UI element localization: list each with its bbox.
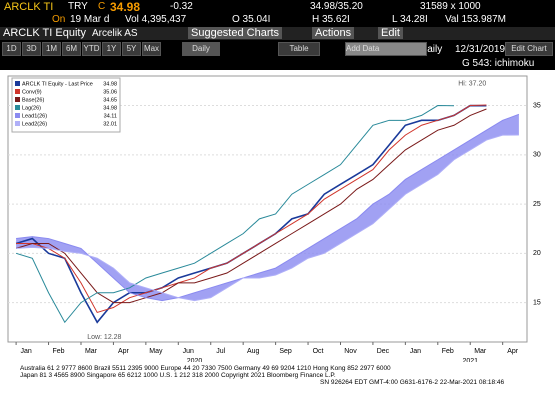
legend-swatch: [15, 105, 20, 110]
x-tick-label: Mar: [85, 348, 98, 355]
range-button[interactable]: 1M: [42, 42, 61, 56]
footer-line: Japan 81 3 4565 8900 Singapore 65 6212 1…: [20, 372, 336, 379]
on: On: [52, 14, 66, 25]
legend-swatch: [15, 121, 20, 126]
price: 34.98: [110, 0, 141, 14]
range-button[interactable]: 1D: [2, 42, 21, 56]
x-tick-label: Mar: [474, 348, 487, 355]
actions[interactable]: Actions: [312, 27, 355, 39]
legend-label: Conv(9): [22, 89, 42, 95]
volume: Vol 4,395,437: [125, 14, 187, 25]
suggested-charts[interactable]: Suggested Charts: [188, 27, 283, 39]
range-button[interactable]: 1Y: [102, 42, 121, 56]
legend-label: Lead1(26): [22, 113, 47, 119]
value: Val 153.987M: [445, 14, 506, 25]
series-line: [16, 113, 520, 302]
y-tick-label: 30: [533, 152, 541, 159]
legend-value: 34.11: [104, 113, 117, 119]
legend-label: Lead2(26): [22, 121, 47, 127]
x-tick-label: Jan: [410, 348, 421, 355]
bid-ask: 34.98/35.20: [310, 1, 363, 12]
x-tick-label: Jan: [20, 348, 31, 355]
y-tick-label: 20: [533, 250, 541, 257]
range-button[interactable]: YTD: [82, 42, 101, 56]
legend-swatch: [15, 97, 20, 102]
low: L 34.28I: [392, 14, 428, 25]
currency: TRY: [68, 1, 88, 12]
footer: Australia 61 2 9777 8600 Brazil 5511 239…: [20, 365, 504, 386]
x-tick-label: Oct: [313, 348, 324, 355]
range-button[interactable]: 5Y: [122, 42, 141, 56]
date-range: 12/31/2019-3/22/2021: [455, 44, 553, 55]
year-label: 2021: [462, 358, 478, 365]
legend: [11, 77, 121, 133]
x-tick-label: Jun: [183, 348, 194, 355]
open: O 35.04I: [232, 14, 271, 25]
x-tick-label: Dec: [377, 348, 390, 355]
legend-value: 35.06: [103, 89, 117, 95]
change: -0.32: [170, 1, 193, 12]
series-line: [16, 104, 487, 314]
footer-line: SN 926264 EDT GMT-4:00 G631-6176-2 22-Ma…: [320, 379, 505, 386]
security[interactable]: ARCLK TI Equity: [3, 27, 86, 39]
size: 31589 x 1000: [420, 1, 481, 12]
x-tick-label: Apr: [118, 348, 130, 355]
legend-value: 34.98: [103, 105, 117, 111]
security-name: Arcelik AS: [92, 28, 138, 39]
annotation: Hi: 37.20: [458, 81, 486, 88]
x-tick-label: May: [149, 348, 163, 355]
edit[interactable]: Edit: [378, 27, 403, 39]
x-tick-label: Feb: [442, 348, 454, 355]
range-button[interactable]: 3D: [22, 42, 41, 56]
daily-button[interactable]: Daily: [182, 42, 220, 56]
legend-value: 34.98: [103, 81, 117, 87]
legend-label: Lag(26): [22, 105, 41, 111]
table-button[interactable]: Table: [278, 42, 320, 56]
legend-swatch: [15, 89, 20, 94]
y-tick-label: 35: [533, 102, 541, 109]
annotation: Low: 12.28: [87, 334, 121, 341]
date: 19 Mar d: [70, 14, 110, 25]
range-button[interactable]: 6M: [62, 42, 81, 56]
chart: 15 20 25 30 35 Jan Feb Mar Apr May Jun Jul Aug Sep Oct…: [0, 70, 555, 370]
ticker: ARCLK TI: [4, 1, 54, 13]
x-tick-label: Sep: [279, 348, 292, 355]
series-line: [16, 134, 519, 302]
add-data[interactable]: Add Data: [345, 42, 427, 56]
series-line: [15, 105, 455, 324]
legend-value: 32.01: [103, 121, 117, 127]
series-line: [15, 108, 487, 304]
edit-chart[interactable]: Edit Chart: [505, 42, 553, 56]
x-tick-label: Apr: [507, 348, 519, 355]
legend-value: 34.65: [103, 97, 117, 103]
legend-label: ARCLK TI Equity - Last Price: [22, 81, 93, 87]
legend-label: Base(26): [22, 97, 44, 103]
chart-id: G 543: ichimoku: [462, 58, 535, 69]
x-tick-label: Aug: [247, 348, 260, 355]
year-label: 2020: [187, 358, 203, 365]
range-button[interactable]: Max: [142, 42, 161, 56]
legend-swatch: [15, 113, 20, 118]
period: Daily: [420, 44, 443, 55]
x-tick-label: Jul: [216, 348, 225, 355]
footer-line: Australia 61 2 9777 8600 Brazil 5511 239…: [20, 365, 391, 372]
legend-swatch: [15, 81, 20, 86]
high: H 35.62I: [312, 14, 350, 25]
y-tick-label: 15: [533, 299, 541, 306]
c: C: [98, 1, 106, 12]
x-tick-label: Nov: [344, 348, 357, 355]
x-tick-label: Feb: [53, 348, 65, 355]
y-tick-label: 25: [533, 201, 541, 208]
